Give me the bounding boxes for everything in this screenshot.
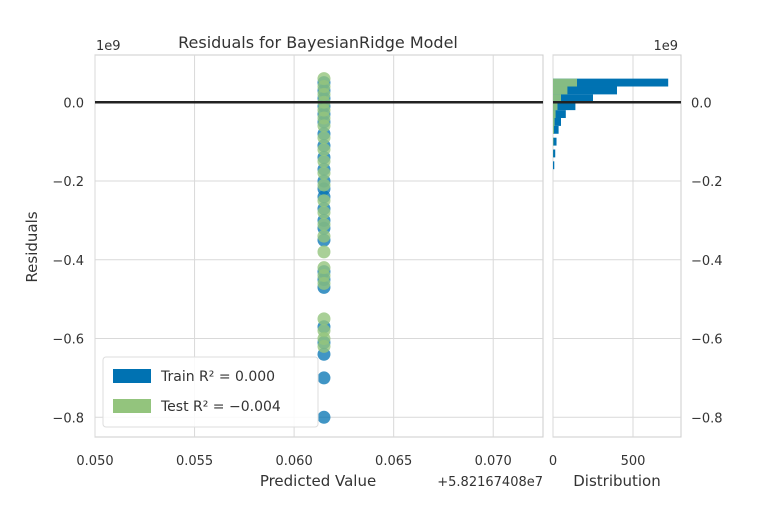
x-axis-ticks: 0.050 0.055 0.060 0.065 0.070 <box>76 454 511 469</box>
x-tick-label: 0.055 <box>176 454 213 469</box>
distribution-bar-test <box>553 78 577 87</box>
y-tick-label: −0.8 <box>52 411 84 426</box>
distribution-bar-train <box>553 110 566 119</box>
x-tick-label: 0.050 <box>76 454 113 469</box>
distribution-bar-train <box>553 161 555 170</box>
y-tick-label: 0.0 <box>63 96 84 111</box>
point-test <box>317 143 331 157</box>
distribution-bar-train <box>553 102 576 111</box>
point-test <box>317 166 331 180</box>
point-test <box>317 178 331 192</box>
distribution-plot-area <box>552 54 682 438</box>
distribution-y-tick-label: 0.0 <box>691 96 712 111</box>
legend-box <box>102 356 319 428</box>
distribution-bar-train <box>553 78 669 87</box>
y-axis-ticks: 0.0 −0.2 −0.4 −0.6 −0.8 <box>52 96 84 426</box>
distribution-x-tick-label: 500 <box>621 454 646 469</box>
distribution-plot <box>552 54 682 438</box>
point-test <box>317 154 331 168</box>
distribution-bars <box>553 78 669 170</box>
point-test <box>317 229 331 243</box>
distribution-bar-test <box>553 125 554 134</box>
distribution-y-tick-label: −0.2 <box>691 175 723 190</box>
point-train <box>317 410 331 424</box>
legend-label-test: Test R² = −0.004 <box>160 399 281 415</box>
distribution-bar-train <box>553 125 559 134</box>
distribution-bar-train <box>553 149 556 158</box>
distribution-bar-test <box>553 86 568 95</box>
point-test <box>317 217 331 231</box>
distribution-bar-train <box>553 118 561 126</box>
distribution-y-tick-label: −0.4 <box>691 254 723 269</box>
y-scale-label: 1e9 <box>96 39 121 54</box>
x-tick-label: 0.065 <box>375 454 412 469</box>
point-test <box>317 206 331 220</box>
point-test <box>317 245 331 259</box>
main-points <box>317 72 331 424</box>
x-axis-label: Predicted Value <box>260 472 376 490</box>
legend-label-train: Train R² = 0.000 <box>160 369 275 385</box>
distribution-bar-test <box>553 94 561 103</box>
distribution-bar-test <box>553 118 555 126</box>
distribution-bar-train <box>553 94 593 103</box>
distribution-y-tick-label: −0.8 <box>691 411 723 426</box>
distribution-bar-train <box>553 86 617 95</box>
distribution-x-tick-label: 0 <box>549 454 557 469</box>
point-train <box>317 371 331 385</box>
distribution-y-tick-label: −0.6 <box>691 333 723 348</box>
point-test <box>317 276 331 290</box>
distribution-y-ticks: 0.0 −0.2 −0.4 −0.6 −0.8 <box>691 96 723 426</box>
y-tick-label: −0.4 <box>52 254 84 269</box>
y-tick-label: −0.6 <box>52 333 84 348</box>
distribution-bar-test <box>553 110 556 119</box>
point-test <box>317 131 331 145</box>
legend: Train R² = 0.000 Test R² = −0.004 <box>102 356 319 428</box>
x-offset-label: +5.82167408e7 <box>437 475 543 490</box>
x-tick-label: 0.070 <box>475 454 512 469</box>
distribution-y-scale-label: 1e9 <box>653 39 678 54</box>
distribution-x-label: Distribution <box>573 472 661 490</box>
distribution-x-ticks: 0 500 <box>549 454 646 469</box>
legend-swatch-train <box>113 369 151 383</box>
distribution-bar-train <box>553 137 557 146</box>
distribution-bar-test <box>553 102 558 111</box>
legend-swatch-test <box>113 399 151 413</box>
chart-title: Residuals for BayesianRidge Model <box>178 33 458 52</box>
point-test <box>317 312 331 326</box>
point-test <box>317 339 331 353</box>
y-tick-label: −0.2 <box>52 175 84 190</box>
x-tick-label: 0.060 <box>276 454 313 469</box>
point-test <box>317 194 331 208</box>
point-test <box>317 119 331 133</box>
y-axis-label: Residuals <box>23 211 41 282</box>
